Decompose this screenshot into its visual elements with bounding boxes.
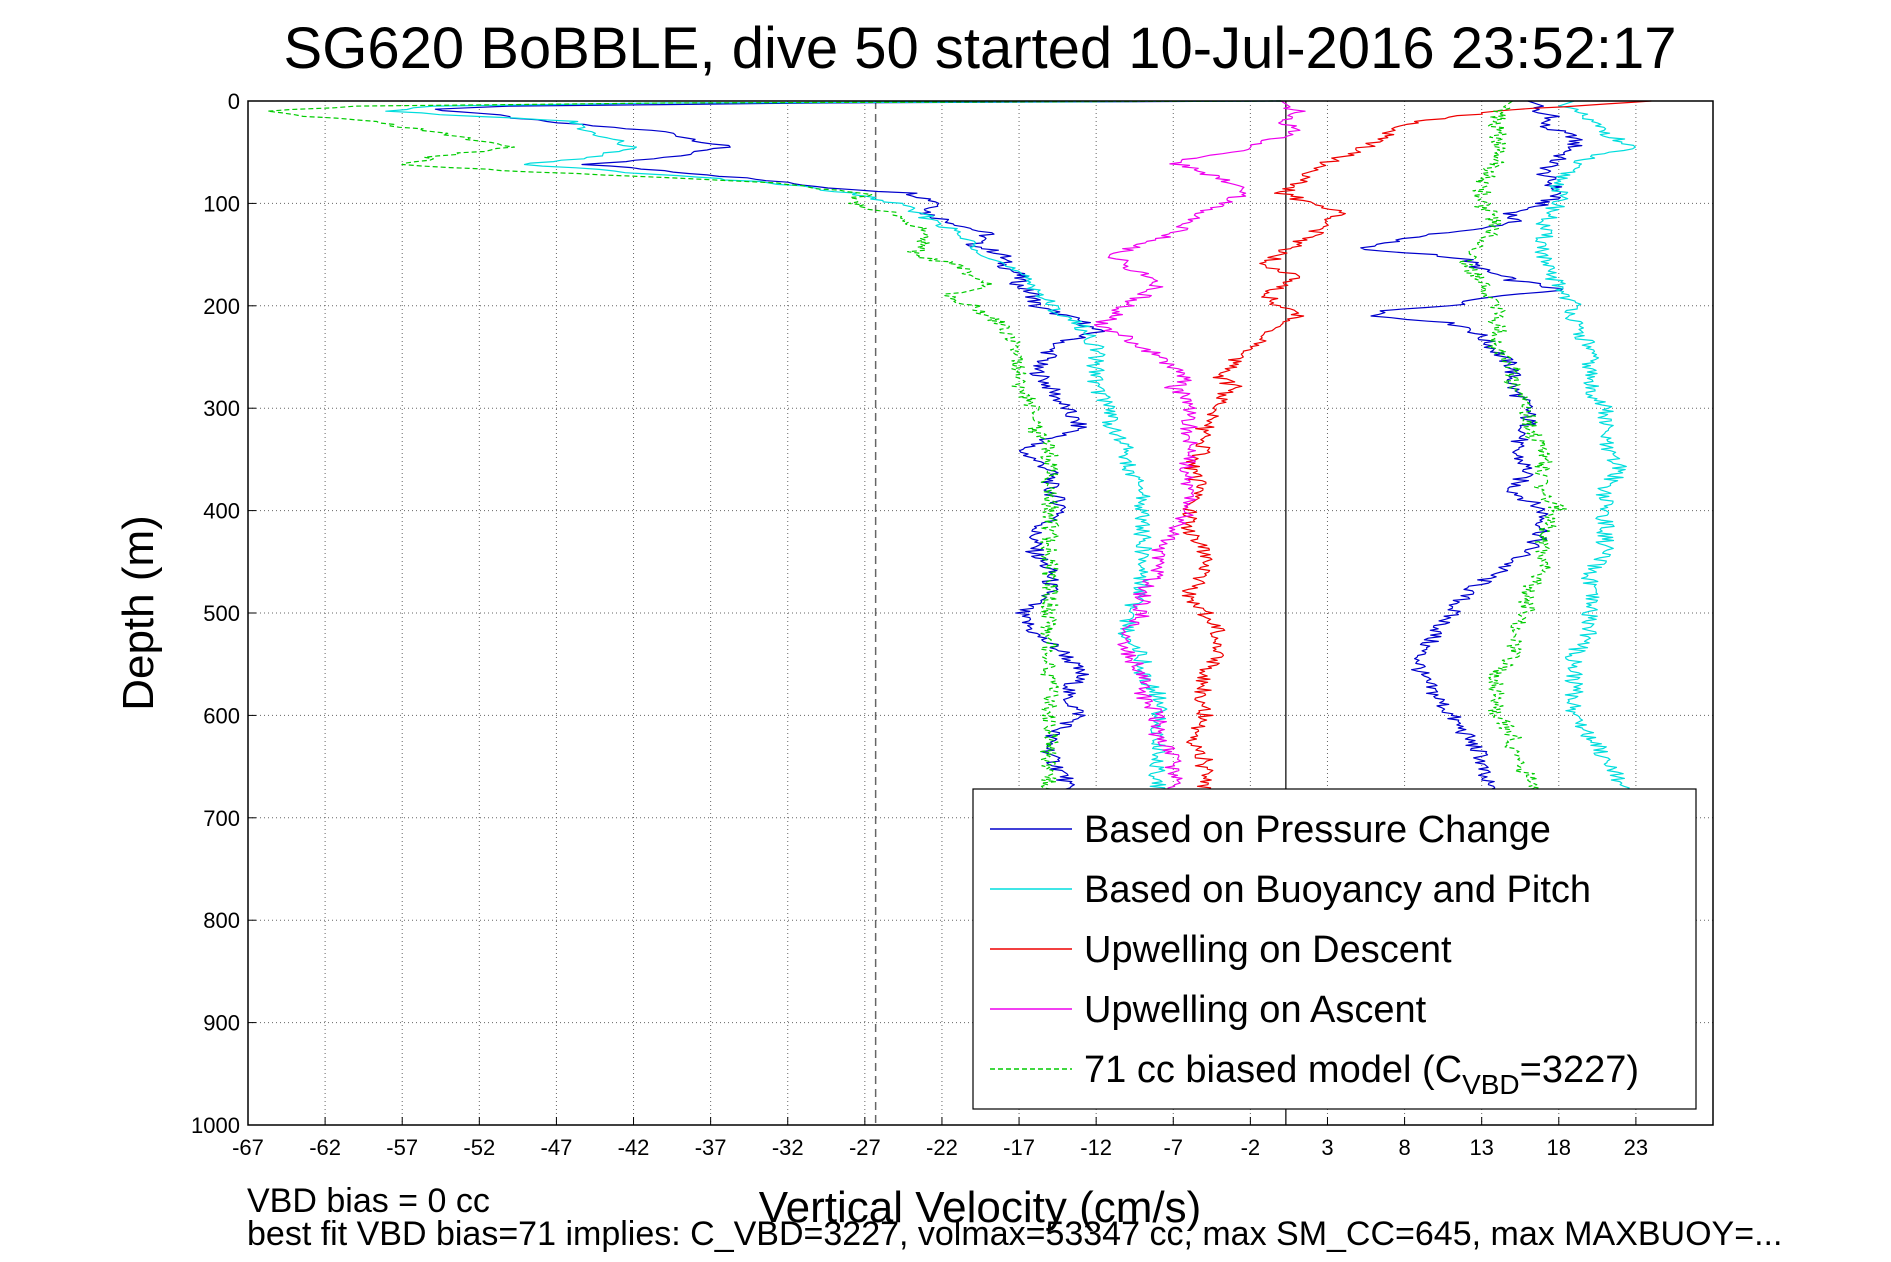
y-tick-label: 100 <box>203 191 240 216</box>
series-line <box>1360 100 1583 798</box>
x-tick-label: 8 <box>1398 1135 1410 1160</box>
series-line <box>434 100 1282 798</box>
legend-label-part: =3227) <box>1520 1049 1639 1091</box>
legend-label: Upwelling on Descent <box>1084 929 1452 971</box>
x-tick-label: -12 <box>1080 1135 1112 1160</box>
series-line <box>1534 100 1636 798</box>
legend-label: 71 cc biased model (CVBD=3227) <box>1084 1049 1639 1100</box>
y-tick-label: 900 <box>203 1011 240 1036</box>
x-tick-label: -27 <box>849 1135 881 1160</box>
x-tick-label: -37 <box>695 1135 727 1160</box>
x-tick-label: -2 <box>1241 1135 1261 1160</box>
series-line <box>385 100 1282 798</box>
footer-line-1: VBD bias = 0 cc <box>247 1182 490 1220</box>
x-tick-label: -67 <box>232 1135 264 1160</box>
x-tick-label: 3 <box>1321 1135 1333 1160</box>
x-tick-label: -47 <box>541 1135 573 1160</box>
legend-label: Based on Pressure Change <box>1084 809 1551 851</box>
x-tick-label: 18 <box>1547 1135 1571 1160</box>
legend-label-part: 71 cc biased model (C <box>1084 1049 1462 1091</box>
x-tick-label: -32 <box>772 1135 804 1160</box>
series-layer <box>267 100 1652 798</box>
legend-box <box>972 788 1697 1110</box>
y-tick-label: 400 <box>203 499 240 524</box>
y-tick-label: 500 <box>203 601 240 626</box>
footer-line-2: best fit VBD bias=71 implies: C_VBD=3227… <box>247 1215 1782 1253</box>
series-line <box>267 100 1282 798</box>
series-line <box>1180 100 1652 798</box>
series-line <box>1458 100 1567 798</box>
y-tick-label: 600 <box>203 703 240 728</box>
x-tick-label: 13 <box>1469 1135 1493 1160</box>
y-tick-label: 300 <box>203 396 240 421</box>
chart-title: SG620 BoBBLE, dive 50 started 10-Jul-201… <box>284 16 1677 81</box>
x-axis-label: Vertical Velocity (cm/s) <box>759 1183 1202 1232</box>
x-axis-ticks: -67 -62 -57 -52 -47 -42 -37 -32 -27 -22 -17 -12 -7 -2… <box>232 1117 1648 1160</box>
legend-label-subscript: VBD <box>1462 1069 1520 1100</box>
x-tick-label: -7 <box>1163 1135 1183 1160</box>
x-tick-label: 23 <box>1624 1135 1648 1160</box>
series-line <box>1093 100 1306 798</box>
x-tick-label: -17 <box>1003 1135 1035 1160</box>
x-tick-label: -57 <box>386 1135 418 1160</box>
legend-label: Based on Buoyancy and Pitch <box>1084 869 1591 911</box>
y-tick-label: 800 <box>203 908 240 933</box>
legend: Based on Pressure Change Based on Buoyanc… <box>972 788 1697 1110</box>
x-tick-label: -42 <box>618 1135 650 1160</box>
y-tick-label: 1000 <box>191 1113 240 1138</box>
y-axis-label: Depth (m) <box>114 515 163 711</box>
y-tick-label: 0 <box>228 89 240 114</box>
y-tick-label: 700 <box>203 806 240 831</box>
x-tick-label: -62 <box>309 1135 341 1160</box>
x-tick-label: -52 <box>463 1135 495 1160</box>
y-tick-label: 200 <box>203 294 240 319</box>
legend-label: Upwelling on Ascent <box>1084 989 1427 1031</box>
y-axis-ticks: 0 100 200 300 400 500 600 700 800 900 1000 <box>191 89 256 1138</box>
x-tick-label: -22 <box>926 1135 958 1160</box>
